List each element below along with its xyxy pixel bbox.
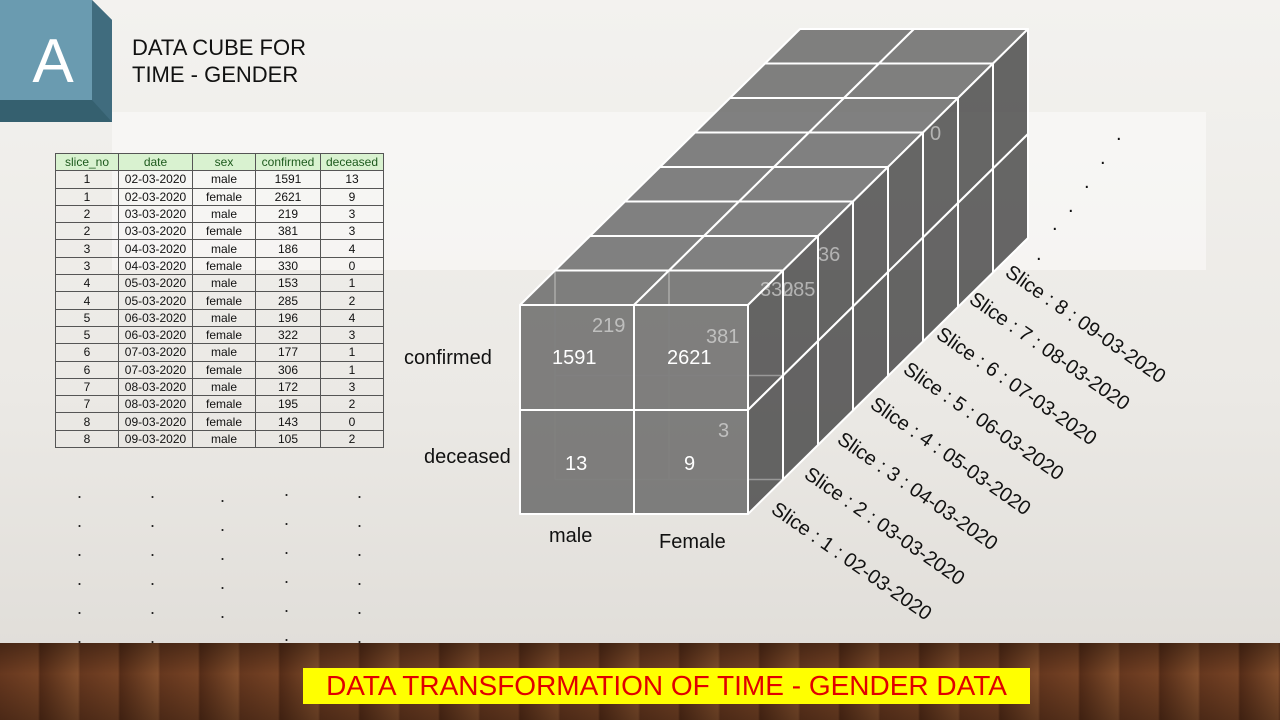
- table-cell: 03-03-2020: [118, 204, 193, 224]
- svg-text:.: .: [1052, 213, 1058, 235]
- table-cell: 02-03-2020: [118, 170, 193, 189]
- badge-letter: A: [32, 27, 74, 96]
- table-row: 7 08-03-2020 female 195 2: [55, 395, 384, 414]
- table-row: 8 09-03-2020 female 143 0: [55, 412, 384, 431]
- cell-deceased-male: 13: [565, 453, 587, 475]
- table-cell: 06-03-2020: [118, 308, 193, 327]
- table-row: 8 09-03-2020 male 105 2: [55, 429, 384, 449]
- table-cell: 08-03-2020: [118, 395, 193, 414]
- continuation-dots: ......: [220, 486, 226, 651]
- table-cell: 05-03-2020: [118, 291, 193, 310]
- svg-text:.: .: [1084, 171, 1090, 193]
- footer-banner: DATA TRANSFORMATION OF TIME - GENDER DAT…: [303, 668, 1030, 704]
- section-badge: A: [0, 0, 112, 122]
- back-value: 330: [760, 279, 793, 301]
- table-cell: 07-03-2020: [118, 343, 193, 362]
- table-cell: female: [192, 325, 256, 345]
- cell-deceased-female: 9: [684, 453, 695, 475]
- table-row: 4 05-03-2020 male 153 1: [55, 274, 384, 293]
- table-row: 4 05-03-2020 female 285 2: [55, 291, 384, 310]
- depth-continuation-dots: . . . . . .: [1036, 123, 1122, 265]
- table-row: 6 07-03-2020 male 177 1: [55, 343, 384, 362]
- table-cell: 04-03-2020: [118, 256, 193, 276]
- row-label-confirmed: confirmed: [404, 347, 492, 369]
- column-header: confirmed: [255, 152, 321, 172]
- continuation-dots: ......: [77, 482, 83, 647]
- back-value: 381: [706, 326, 739, 348]
- row-label-deceased: deceased: [424, 446, 511, 468]
- cell-confirmed-male: 1591: [552, 347, 597, 369]
- table-cell: 03-03-2020: [118, 222, 193, 241]
- back-value: 36: [818, 244, 840, 266]
- continuation-dots: ......: [357, 482, 363, 647]
- table-cell: female: [192, 395, 256, 414]
- back-value: 3: [718, 420, 729, 442]
- column-label-female: Female: [659, 531, 726, 553]
- table-row: 1 02-03-2020 female 2621 9: [55, 187, 384, 206]
- svg-text:.: .: [1068, 195, 1074, 217]
- table-body: 1 02-03-2020 male 1591 13 1 02-03-2020 female 26…: [55, 170, 384, 449]
- table-cell: male: [192, 377, 256, 397]
- slide-title-line-2: TIME - GENDER: [132, 62, 299, 87]
- table-row: 2 03-03-2020 male 219 3: [55, 204, 384, 224]
- column-header: deceased: [320, 152, 384, 172]
- table-cell: 8: [55, 429, 119, 449]
- table-cell: 2: [320, 429, 384, 449]
- back-value: 285: [782, 279, 815, 301]
- svg-text:.: .: [1116, 123, 1122, 145]
- table-row: 2 03-03-2020 female 381 3: [55, 222, 384, 241]
- table-cell: 02-03-2020: [118, 187, 193, 206]
- svg-text:.: .: [1036, 243, 1042, 265]
- cube-shapes: [519, 28, 1029, 515]
- svg-text:.: .: [1100, 147, 1106, 169]
- table-row: 3 04-03-2020 female 330 0: [55, 256, 384, 276]
- back-value: 219: [592, 315, 625, 337]
- column-header: slice_no: [55, 152, 119, 172]
- table-header-row: slice_no date sex confirmed deceased: [55, 152, 384, 172]
- continuation-dots: ......: [284, 480, 290, 645]
- slide-title: DATA CUBE FOR TIME - GENDER: [132, 34, 306, 88]
- table-cell: male: [192, 429, 256, 449]
- slide-title-line-1: DATA CUBE FOR: [132, 35, 306, 60]
- table-row: 1 02-03-2020 male 1591 13: [55, 170, 384, 189]
- cell-confirmed-female: 2621: [667, 347, 712, 369]
- table-cell: male: [192, 204, 256, 224]
- column-label-male: male: [549, 525, 592, 547]
- back-value: 0: [930, 123, 941, 145]
- continuation-dots: ......: [150, 482, 156, 647]
- column-header: date: [118, 152, 193, 172]
- table-cell: 105: [255, 429, 321, 449]
- cube-front-face: [633, 409, 749, 515]
- table-cell: 177: [255, 343, 321, 362]
- column-header: sex: [192, 152, 256, 172]
- source-data-table: slice_no date sex confirmed deceased 1 02…: [55, 152, 384, 449]
- slice-label: Slice : 1 : 02-03-2020: [767, 498, 935, 625]
- table-cell: 07-03-2020: [118, 360, 193, 379]
- table-row: 5 06-03-2020 male 196 4: [55, 308, 384, 327]
- table-cell: female: [192, 187, 256, 206]
